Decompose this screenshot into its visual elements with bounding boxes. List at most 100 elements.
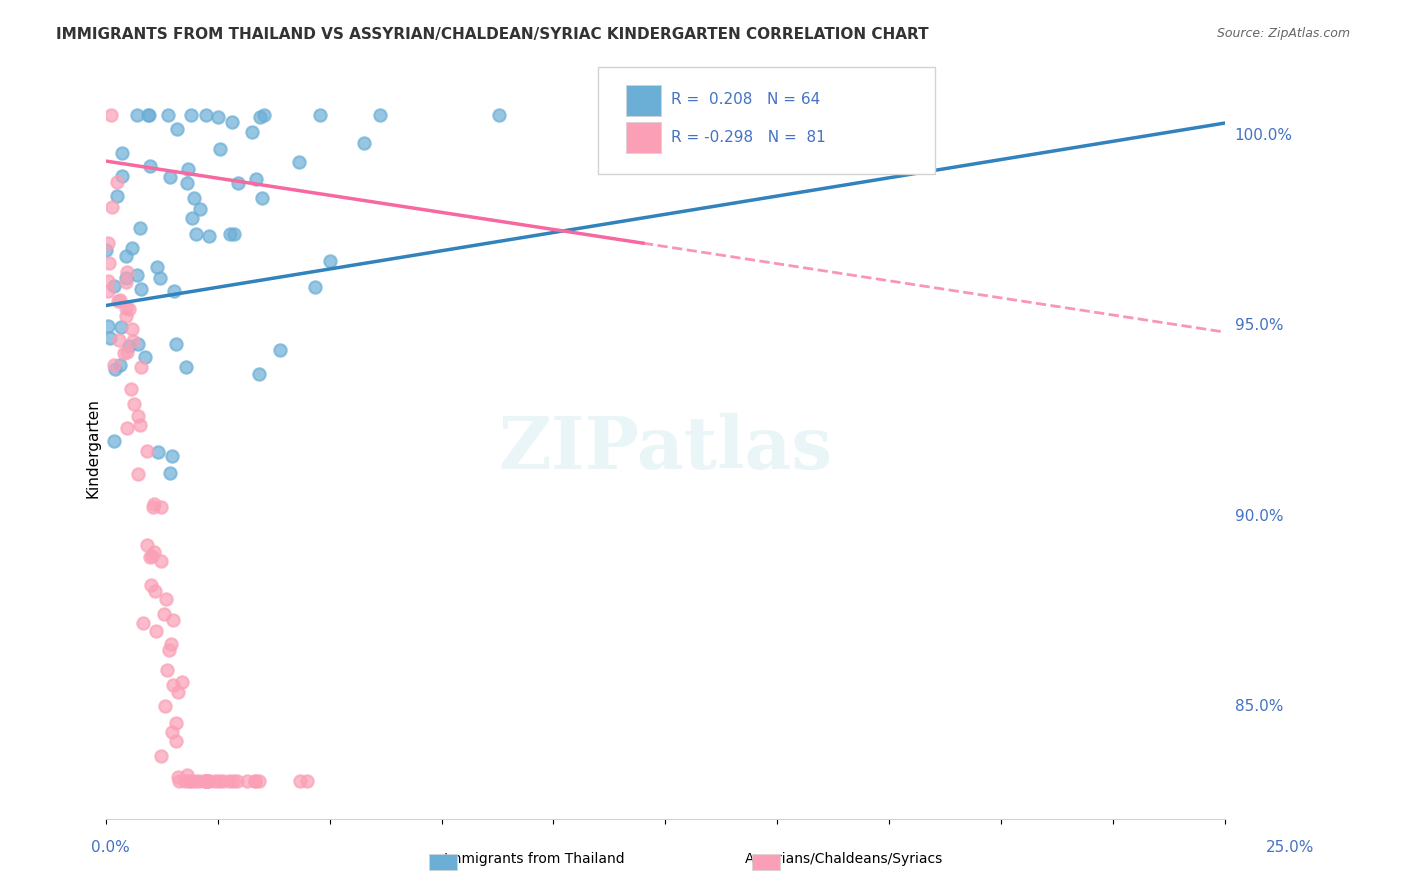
Point [249,110,271,124]
Point [218,773,240,788]
Point [318,254,340,268]
Point [139,160,162,174]
Point [197,773,219,788]
Point [176,177,198,191]
Point [194,773,217,788]
Point [195,773,218,788]
Point [136,443,159,458]
Point [129,360,152,375]
Point [156,663,179,677]
Point [118,339,141,353]
Point [157,642,180,657]
Point [127,337,149,351]
Point [269,343,291,358]
Point [129,221,152,235]
Point [153,607,176,621]
Point [247,367,270,381]
Point [194,773,217,788]
Point [114,248,136,262]
Point [110,293,132,307]
Point [159,466,181,480]
Point [142,500,165,515]
Point [104,361,127,376]
Point [146,260,169,274]
Point [141,549,163,563]
Point [98,331,121,345]
Point [115,264,138,278]
Point [221,115,243,129]
Point [110,320,132,334]
Point [111,145,134,160]
Point [160,449,183,463]
Point [177,161,200,176]
Point [236,773,259,788]
Text: R =  0.208   N = 64: R = 0.208 N = 64 [671,93,820,107]
Text: Source: ZipAtlas.com: Source: ZipAtlas.com [1216,27,1350,40]
Point [184,227,207,241]
Point [143,545,166,559]
Point [166,733,188,747]
Point [222,227,245,241]
Point [136,538,159,552]
Point [143,584,166,599]
Point [149,749,172,764]
Point [253,108,276,122]
Point [159,170,181,185]
Y-axis label: Kindergarten: Kindergarten [86,398,100,498]
Point [139,550,162,565]
Point [245,171,267,186]
Point [173,773,195,788]
Point [243,773,266,788]
Point [218,227,240,242]
Point [97,284,120,298]
Point [105,175,128,189]
Point [309,108,332,122]
Point [160,724,183,739]
Point [180,773,202,788]
Text: 25.0%: 25.0% [1267,840,1315,855]
Text: Immigrants from Thailand: Immigrants from Thailand [444,852,624,866]
Point [114,271,136,285]
Point [176,767,198,781]
Point [150,500,173,515]
Point [198,773,221,788]
Point [107,294,129,309]
Point [155,698,177,713]
Point [188,773,211,788]
Point [160,637,183,651]
Point [125,108,148,122]
Point [141,578,163,592]
Point [353,136,375,150]
Point [112,345,135,359]
Point [100,108,122,122]
Point [167,685,190,699]
Point [183,191,205,205]
Text: 0.0%: 0.0% [91,840,131,855]
Point [97,236,120,251]
Point [243,773,266,788]
Point [195,773,218,788]
Point [162,678,184,692]
Point [149,554,172,568]
Point [204,773,226,788]
Point [174,359,197,374]
Point [156,108,179,122]
Point [163,285,186,299]
Point [225,773,247,788]
Point [97,319,120,334]
Point [177,773,200,788]
Point [181,211,204,225]
Point [103,279,125,293]
Point [129,282,152,296]
Point [115,301,138,316]
Point [134,351,156,365]
Point [226,176,249,190]
Point [252,191,274,205]
Point [198,229,221,244]
Point [98,256,121,270]
Point [114,275,136,289]
Point [212,773,235,788]
Point [172,675,194,690]
Point [166,122,188,136]
Point [488,108,510,122]
